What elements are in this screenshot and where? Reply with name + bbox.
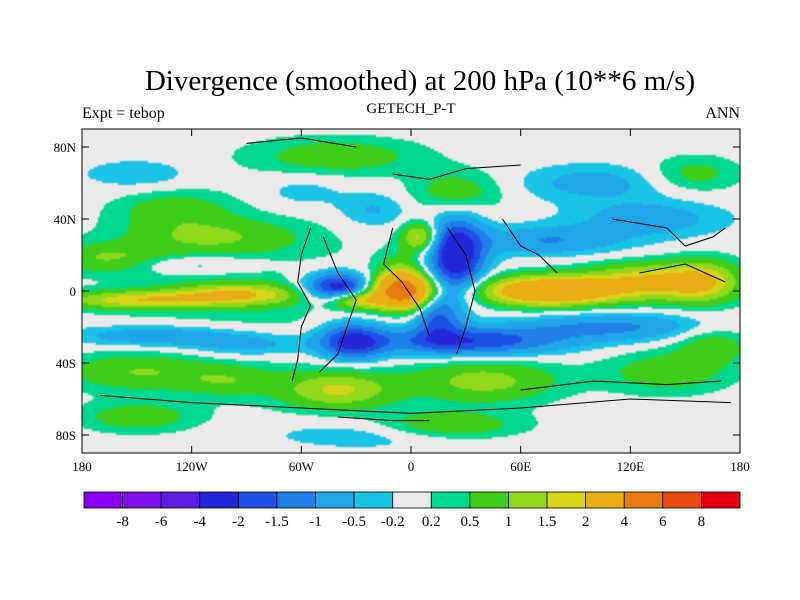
colorbar-label: 0.5	[461, 514, 480, 530]
colorbar-swatch	[315, 491, 355, 509]
colorbar-swatch	[199, 491, 239, 509]
x-tick-label: 120E	[617, 459, 645, 474]
subtitle-right: ANN	[705, 105, 740, 122]
colorbar-swatch	[508, 491, 548, 509]
contour-field	[82, 129, 740, 453]
colorbar-label: -8	[116, 514, 129, 530]
x-tick-label: 60E	[510, 459, 531, 474]
subtitle-center: GETECH_P-T	[366, 101, 455, 117]
colorbar-swatch	[276, 491, 316, 509]
y-tick-label: 80S	[56, 428, 76, 443]
colorbar-label: 0.2	[422, 514, 441, 530]
colorbar-label: 6	[659, 514, 667, 530]
coastline	[392, 164, 521, 180]
y-axis: 80N 40N 0 40S 80S	[54, 140, 740, 443]
colorbar: -8 -6 -4 -2 -1.5 -1 -0.5 -0.2 0.2 0.5 1 1.5 2 4 6 8	[83, 491, 741, 530]
y-tick-label: 40N	[54, 212, 77, 227]
colorbar-swatch	[392, 491, 432, 509]
colorbar-label: -6	[155, 514, 168, 530]
x-tick-label: 120W	[176, 459, 209, 474]
colorbar-label: -4	[194, 514, 207, 530]
x-tick-label: 180	[72, 459, 92, 474]
x-axis: 180 120W 60W 0 60E 120E 180	[72, 129, 750, 474]
coastline	[337, 416, 430, 422]
x-tick-label: 60W	[289, 459, 315, 474]
colorbar-swatch	[430, 491, 471, 509]
colorbar-swatch	[546, 491, 587, 509]
colorbar-swatch	[623, 491, 664, 509]
coastline	[520, 380, 722, 391]
colorbar-label: -0.2	[381, 514, 405, 530]
colorbar-label: -1.5	[265, 514, 289, 530]
y-tick-label: 0	[70, 284, 77, 299]
coastline	[100, 394, 731, 414]
subtitle-left: Expt = tebop	[82, 105, 165, 122]
coastline	[639, 263, 726, 283]
coastline	[501, 218, 558, 274]
colorbar-swatch	[701, 491, 741, 509]
y-tick-label: 40S	[56, 356, 76, 371]
colorbar-swatch	[662, 491, 702, 509]
colorbar-label: 2	[582, 514, 590, 530]
coastline	[383, 227, 430, 337]
colorbar-label: 1.5	[538, 514, 557, 530]
coastline	[246, 137, 357, 148]
colorbar-label: 1	[505, 514, 513, 530]
x-tick-label: 0	[408, 459, 415, 474]
coastlines	[100, 137, 731, 422]
coastline	[291, 227, 312, 382]
colorbar-swatch	[469, 491, 509, 509]
y-tick-label: 80N	[54, 140, 77, 155]
colorbar-label: -1	[309, 514, 322, 530]
colorbar-swatch	[83, 491, 123, 509]
colorbar-label: -0.5	[342, 514, 366, 530]
colorbar-swatch	[160, 491, 201, 509]
colorbar-swatch	[353, 491, 394, 509]
coastline	[612, 218, 726, 247]
colorbar-label: 8	[698, 514, 706, 530]
divergence-field	[82, 129, 740, 453]
x-tick-label: 180	[730, 459, 750, 474]
colorbar-swatch	[122, 491, 162, 509]
colorbar-label: -2	[232, 514, 245, 530]
colorbar-label: 4	[620, 514, 628, 530]
chart-title: Divergence (smoothed) at 200 hPa (10**6 …	[145, 65, 695, 97]
colorbar-swatch	[585, 491, 625, 509]
coastline	[319, 236, 357, 373]
colorbar-swatch	[237, 491, 278, 509]
coastline	[447, 227, 476, 355]
